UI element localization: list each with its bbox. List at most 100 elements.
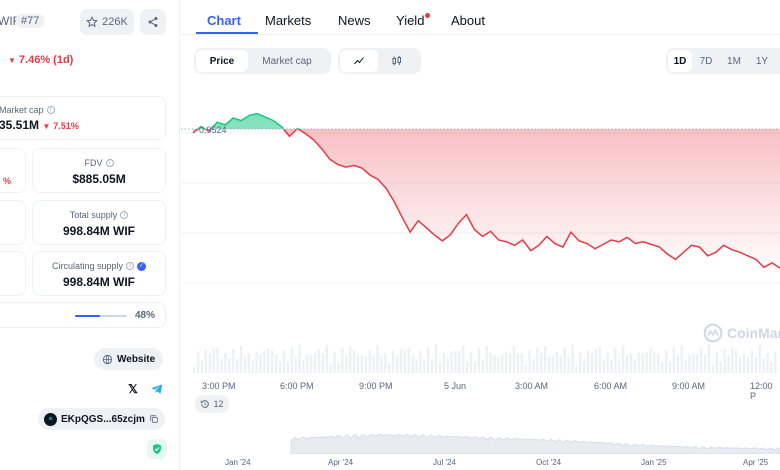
overview-tick-label: Oct '24 — [536, 458, 562, 467]
timeframe-1d[interactable]: 1D — [668, 50, 692, 72]
volume-bar — [481, 359, 484, 373]
total-supply-card: Total supply i 998.84M WIF — [32, 200, 166, 245]
audit-badge[interactable] — [147, 439, 167, 459]
x-twitter-link[interactable]: 𝕏 — [123, 379, 143, 399]
share-button[interactable] — [140, 9, 166, 35]
volume-bar — [649, 347, 652, 373]
price-toggle[interactable]: Price — [196, 50, 248, 72]
volume-bar — [368, 350, 371, 373]
line-chart-icon — [354, 57, 364, 65]
volume-bar — [220, 358, 223, 373]
tab-news[interactable]: News — [338, 13, 371, 28]
volume-bar — [196, 351, 200, 373]
timeframe-selector: 1D 7D 1M 1Y — [666, 48, 780, 74]
info-icon[interactable]: i — [105, 159, 114, 167]
volume-bar — [317, 349, 321, 373]
volume-bar — [688, 354, 691, 373]
watchlist-button[interactable]: 226K — [80, 9, 134, 35]
volume-bar — [579, 351, 582, 373]
volume-bar — [239, 345, 243, 373]
volume-bar — [321, 353, 325, 373]
price-chart[interactable]: 0.9524 — [181, 88, 780, 378]
website-link[interactable]: Website — [94, 348, 164, 370]
range-navigator[interactable] — [181, 414, 780, 454]
volume-bar — [454, 350, 457, 373]
volume-bar — [434, 344, 438, 373]
star-icon — [86, 16, 99, 28]
volume-bar — [629, 353, 633, 373]
volume-bar — [735, 349, 738, 373]
volume-bar — [750, 349, 754, 373]
market-cap-change: 7.51% — [53, 121, 79, 131]
supply-progress-track — [75, 315, 127, 317]
line-chart-toggle[interactable] — [340, 50, 378, 72]
contract-address[interactable]: ≡ EKpQGS...65zcjm — [38, 408, 165, 430]
volume-bar — [200, 360, 204, 373]
coinmarketcap-logo-icon — [703, 323, 723, 343]
volume-bar — [235, 358, 239, 373]
volume-bar — [598, 347, 601, 373]
volume-bar — [711, 365, 715, 373]
volume-bar — [302, 360, 305, 373]
telegram-link[interactable] — [147, 379, 167, 399]
volume-bar — [345, 356, 348, 373]
tab-chart[interactable]: Chart — [207, 13, 241, 28]
volume-bar — [723, 349, 726, 373]
volume-bar — [547, 357, 551, 373]
verified-icon: ✓ — [137, 261, 147, 271]
volume-bar — [680, 345, 683, 373]
new-indicator-dot — [425, 13, 430, 18]
volume-bars — [193, 344, 777, 373]
tab-chart-underline — [196, 32, 258, 34]
volume-bar — [707, 344, 711, 373]
overview-tick-label: Jul '24 — [433, 458, 456, 467]
volume-bar — [762, 357, 765, 373]
volume-bar — [224, 353, 227, 373]
volume-bar — [278, 361, 282, 373]
volume-bar — [259, 354, 262, 373]
timeframe-1m[interactable]: 1M — [727, 55, 741, 67]
volume-bar — [313, 353, 317, 373]
volume-bar — [364, 356, 367, 373]
copy-icon[interactable] — [149, 414, 159, 424]
info-icon[interactable]: i — [46, 106, 55, 114]
volume-bar — [208, 354, 211, 373]
volume-bar — [583, 359, 586, 373]
volume-bar — [567, 357, 570, 373]
chart-type-toggle: Price Market cap — [194, 48, 331, 74]
candlestick-toggle[interactable] — [378, 50, 416, 72]
info-icon[interactable]: i — [120, 211, 129, 219]
tab-markets[interactable]: Markets — [265, 13, 312, 28]
market-cap-toggle[interactable]: Market cap — [262, 55, 312, 67]
volume-bar — [641, 353, 644, 373]
x-tick-label: 6:00 PM — [280, 381, 314, 391]
volume-bar — [551, 356, 555, 373]
max-supply-card — [0, 200, 26, 245]
volume-bar — [388, 363, 391, 373]
timeframe-7d[interactable]: 7D — [699, 55, 713, 67]
coin-info-panel: WIF #77 226K ▼ 7.46% (1d) Market cap i 35.… — [0, 0, 180, 470]
tabs-divider — [181, 34, 780, 35]
volume-bar — [746, 357, 750, 373]
price-change-value: 7.46% (1d) — [18, 54, 74, 66]
x-tick-label: 12:00 P — [750, 381, 773, 401]
volume-bar — [228, 358, 231, 373]
volume-bar — [477, 348, 481, 373]
market-cap-label: Market cap — [0, 105, 44, 115]
volume-bar — [356, 356, 360, 373]
tab-about[interactable]: About — [451, 13, 485, 28]
volume-bar — [489, 352, 492, 373]
volume-bar — [594, 349, 598, 373]
circulating-supply-card: Circulating supply i ✓ 998.84M WIF — [32, 251, 166, 296]
tab-yield[interactable]: Yield — [396, 13, 425, 28]
timeframe-1y[interactable]: 1Y — [755, 55, 769, 67]
volume-bar — [505, 351, 508, 373]
info-icon[interactable]: i — [126, 262, 135, 270]
volume-bar — [204, 349, 208, 373]
volume-bar — [473, 362, 477, 373]
globe-icon — [102, 354, 113, 364]
history-icon — [201, 400, 210, 408]
volume-bar — [516, 354, 520, 373]
history-badge[interactable]: 12 — [195, 395, 229, 413]
x-tick-label: 6:00 AM — [594, 381, 628, 391]
